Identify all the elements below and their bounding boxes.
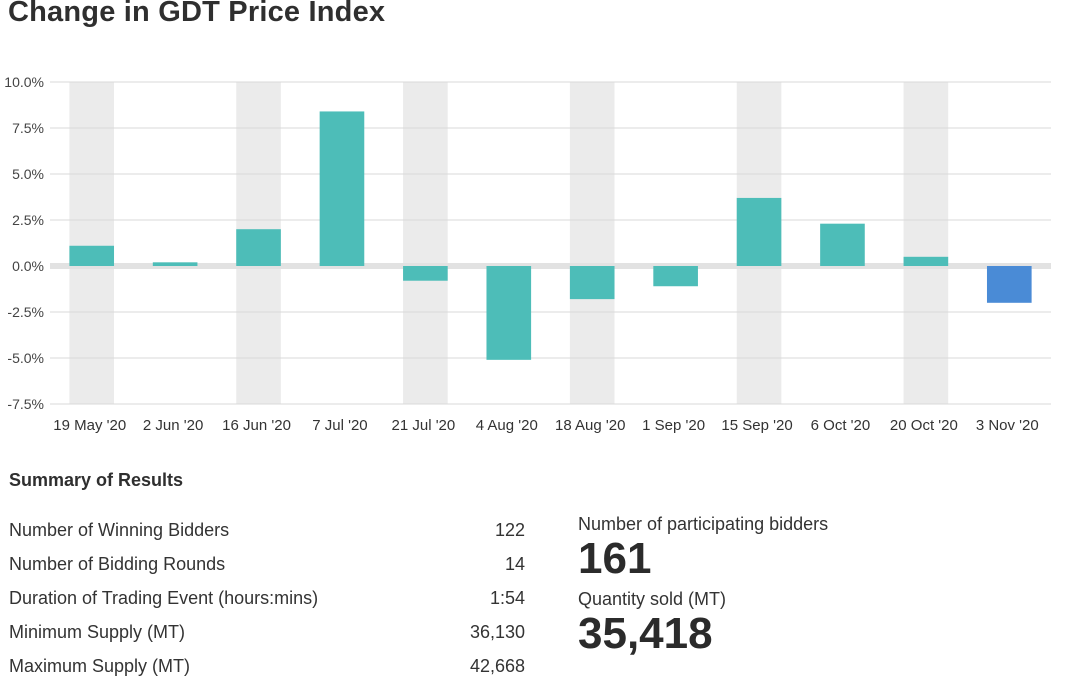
summary-row: Number of Winning Bidders 122 xyxy=(9,514,525,548)
x-tick-label: 1 Sep '20 xyxy=(642,417,705,434)
y-axis-ticks: 10.0% 7.5% 5.0% 2.5% 0.0% -2.5% -5.0% -7.5% xyxy=(4,74,44,412)
summary-value: 36,130 xyxy=(469,621,525,642)
summary-heading: Summary of Results xyxy=(9,470,184,490)
bar xyxy=(903,256,949,266)
bars xyxy=(69,111,1032,360)
x-tick-label: 15 Sep '20 xyxy=(721,417,792,434)
x-tick-label: 16 Jun '20 xyxy=(222,417,291,434)
participants-value: 161 xyxy=(578,534,652,583)
y-tick-label: -2.5% xyxy=(7,304,44,320)
y-tick-label: 5.0% xyxy=(12,166,44,182)
summary-label: Minimum Supply (MT) xyxy=(9,621,186,642)
bar xyxy=(319,111,365,266)
x-tick-label: 21 Jul '20 xyxy=(392,417,456,434)
y-tick-label: 7.5% xyxy=(12,120,44,136)
bar xyxy=(736,197,782,266)
bar xyxy=(569,266,615,300)
participants-label: Number of participating bidders xyxy=(578,514,829,534)
gridlines xyxy=(50,81,1051,405)
summary-row: Minimum Supply (MT) 36,130 xyxy=(9,615,525,649)
summary-value: 1:54 xyxy=(489,587,525,608)
summary-label: Duration of Trading Event (hours:mins) xyxy=(9,587,319,608)
x-tick-label: 3 Nov '20 xyxy=(976,417,1039,434)
zero-line xyxy=(50,263,1051,269)
x-tick-label: 7 Jul '20 xyxy=(312,417,367,434)
y-tick-label: 2.5% xyxy=(12,212,44,228)
x-tick-label: 18 Aug '20 xyxy=(555,417,625,434)
summary-row: Duration of Trading Event (hours:mins) 1… xyxy=(9,582,525,616)
chart-title: Change in GDT Price Index xyxy=(8,0,386,28)
column-band xyxy=(903,82,949,404)
x-tick-label: 20 Oct '20 xyxy=(890,417,958,434)
summary-label: Number of Bidding Rounds xyxy=(9,554,226,575)
bar xyxy=(986,266,1032,303)
bar xyxy=(653,266,698,287)
bar xyxy=(820,223,865,266)
x-axis-labels: 19 May '20 2 Jun '20 16 Jun '20 7 Jul '20 21… xyxy=(53,417,1038,434)
x-tick-label: 4 Aug '20 xyxy=(476,417,538,434)
column-band xyxy=(403,82,448,404)
bar xyxy=(152,262,198,266)
y-tick-label: 0.0% xyxy=(12,258,44,274)
x-tick-label: 19 May '20 xyxy=(53,417,126,434)
summary-row: Number of Bidding Rounds 14 xyxy=(9,548,525,582)
quantity-label: Quantity sold (MT) xyxy=(578,589,727,609)
y-tick-label: 10.0% xyxy=(4,74,44,90)
x-tick-label: 2 Jun '20 xyxy=(143,417,203,434)
bar xyxy=(486,266,532,360)
summary-value: 42,668 xyxy=(469,655,525,676)
summary-row: Maximum Supply (MT) 42,668 xyxy=(9,649,525,683)
bar xyxy=(69,245,115,266)
x-tick-label: 6 Oct '20 xyxy=(811,417,871,434)
summary-value: 122 xyxy=(494,520,525,541)
bar xyxy=(236,229,281,266)
y-tick-label: -7.5% xyxy=(7,396,44,412)
price-index-chart: 10.0% 7.5% 5.0% 2.5% 0.0% -2.5% -5.0% -7.5% 19 … xyxy=(4,74,1051,434)
quantity-value: 35,418 xyxy=(578,609,713,658)
bar xyxy=(403,266,448,281)
summary-value: 14 xyxy=(504,554,525,575)
results-stats: Number of participating bidders 161 Quan… xyxy=(578,514,828,658)
summary-table: Number of Winning Bidders 122 Number of … xyxy=(9,514,525,683)
summary-label: Number of Winning Bidders xyxy=(9,520,230,541)
summary-label: Maximum Supply (MT) xyxy=(9,655,191,676)
column-band xyxy=(69,82,115,404)
y-tick-label: -5.0% xyxy=(7,350,44,366)
column-band xyxy=(569,82,615,404)
